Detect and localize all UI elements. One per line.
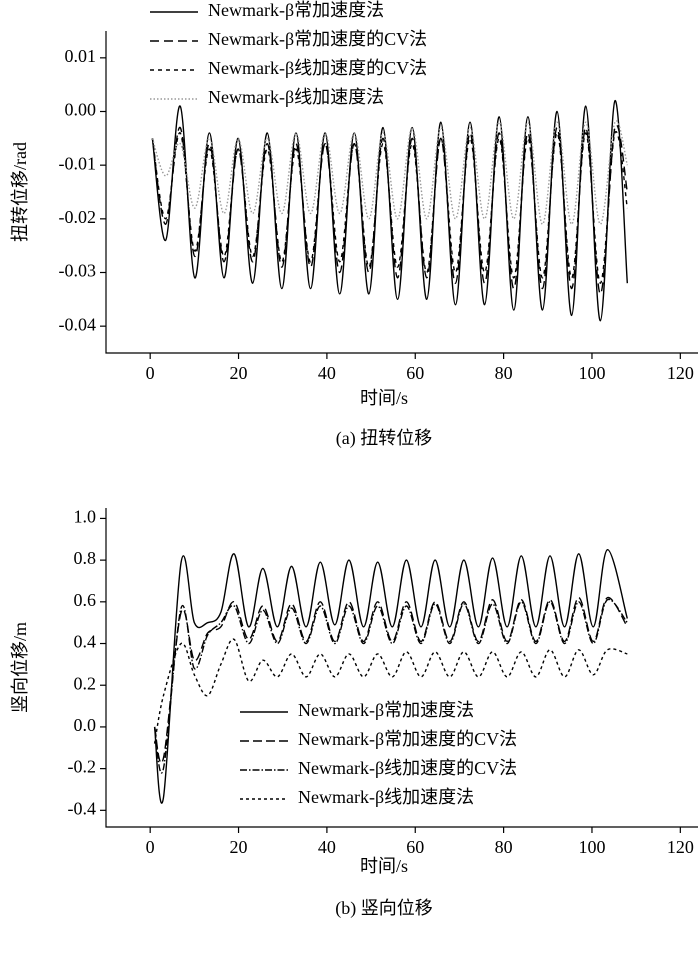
x-tick-label: 40 xyxy=(318,363,336,383)
series-line xyxy=(151,100,629,322)
x-tick-label: 60 xyxy=(406,837,424,857)
series-line xyxy=(151,120,628,225)
legend-label: Newmark-β常加速度的CV法 xyxy=(208,29,427,49)
x-axis-title: 时间/s xyxy=(360,388,408,408)
y-axis-title: 竖向位移/m xyxy=(10,622,30,713)
series-line xyxy=(153,638,628,744)
x-tick-label: 60 xyxy=(406,363,424,383)
legend-label: Newmark-β常加速度法 xyxy=(208,0,384,20)
x-tick-label: 100 xyxy=(578,837,605,857)
series-line xyxy=(153,548,628,804)
axes xyxy=(105,31,698,354)
legend-label: Newmark-β线加速度法 xyxy=(298,787,474,807)
y-tick-label: -0.2 xyxy=(68,757,97,777)
x-tick-label: 40 xyxy=(318,837,336,857)
legend-label: Newmark-β线加速度法 xyxy=(208,87,384,107)
x-axis-title: 时间/s xyxy=(360,856,408,876)
legend-label: Newmark-β线加速度的CV法 xyxy=(208,58,427,78)
caption: (a) 扭转位移 xyxy=(336,428,432,449)
x-tick-label: 20 xyxy=(230,363,248,383)
series-line xyxy=(153,598,628,774)
y-tick-label: 1.0 xyxy=(74,507,97,527)
x-tick-label: 0 xyxy=(146,837,155,857)
axes xyxy=(105,508,698,828)
y-tick-label: 0.2 xyxy=(74,673,97,693)
x-tick-label: 80 xyxy=(495,363,513,383)
y-tick-label: -0.03 xyxy=(59,261,97,281)
y-tick-label: -0.01 xyxy=(59,153,97,173)
x-tick-label: 80 xyxy=(495,837,513,857)
y-tick-label: 0.4 xyxy=(74,632,97,652)
y-tick-label: 0.00 xyxy=(65,100,97,120)
y-tick-label: 0.0 xyxy=(74,715,97,735)
series-line xyxy=(151,130,629,284)
legend-label: Newmark-β线加速度的CV法 xyxy=(298,758,517,778)
y-tick-label: 0.6 xyxy=(74,590,97,610)
legend-label: Newmark-β常加速度法 xyxy=(298,700,474,720)
y-tick-label: 0.8 xyxy=(74,548,97,568)
series-line xyxy=(151,124,629,295)
y-tick-label: 0.01 xyxy=(65,46,97,66)
y-tick-label: -0.02 xyxy=(59,207,97,227)
caption: (b) 竖向位移 xyxy=(335,898,433,919)
y-tick-label: -0.04 xyxy=(59,314,97,334)
x-tick-label: 20 xyxy=(230,837,248,857)
legend-label: Newmark-β常加速度的CV法 xyxy=(298,729,517,749)
y-tick-label: -0.4 xyxy=(68,798,97,818)
x-tick-label: 120 xyxy=(667,363,694,383)
x-tick-label: 120 xyxy=(667,837,694,857)
x-tick-label: 0 xyxy=(146,363,155,383)
x-tick-label: 100 xyxy=(578,363,605,383)
y-axis-title: 扭转位移/rad xyxy=(10,142,30,242)
